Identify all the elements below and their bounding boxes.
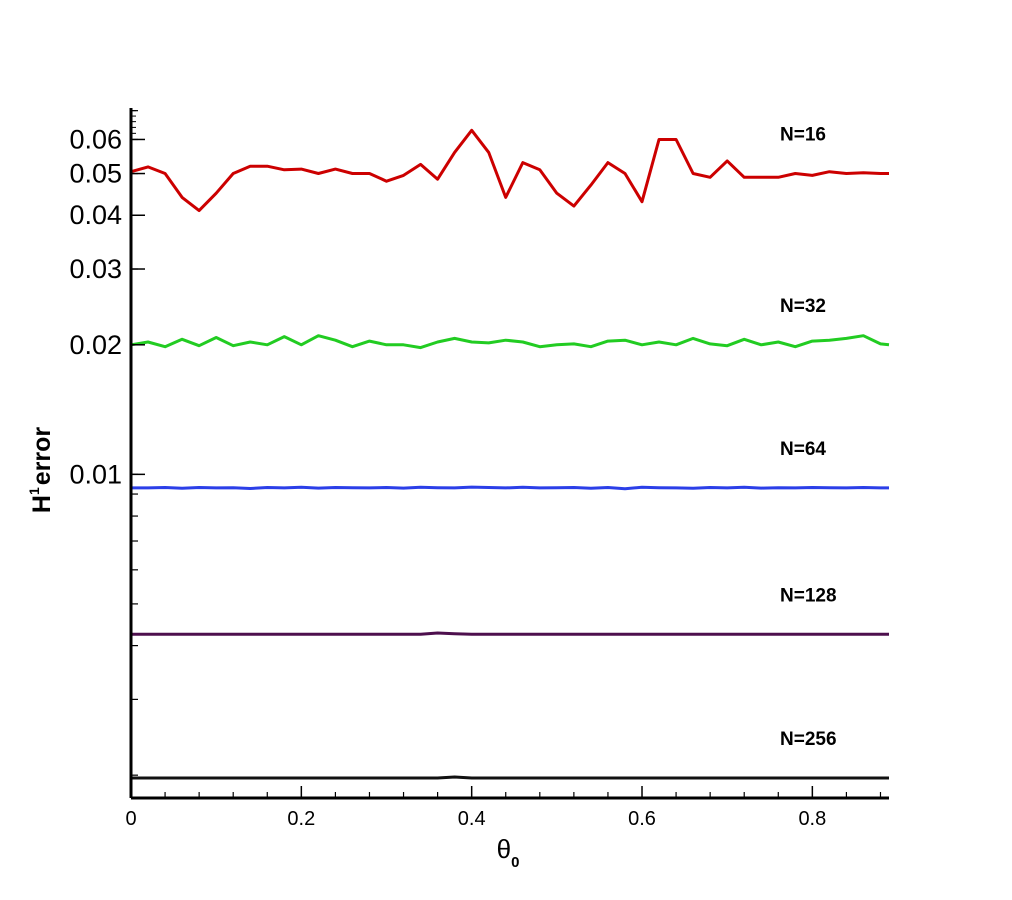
series-label-3: N=64 bbox=[780, 439, 826, 460]
series-label-4: N=128 bbox=[780, 585, 837, 606]
y-tick-label: 0.05 bbox=[69, 159, 122, 189]
x-axis-title-sub: 0 bbox=[511, 854, 519, 871]
y-tick-label: 0.01 bbox=[69, 459, 122, 489]
axis-layer: 0 0.2 0.4 0.6 0.8 0.01 0.02 0.03 0.04 0.05 0.06 bbox=[69, 108, 889, 830]
y-tick-label: 0.02 bbox=[69, 330, 122, 360]
series-line-2 bbox=[130, 334, 890, 350]
x-tick-label: 0.4 bbox=[458, 808, 486, 830]
series-line-1 bbox=[130, 128, 889, 213]
series-layer bbox=[130, 128, 890, 780]
series-line-5 bbox=[131, 775, 889, 780]
x-axis-title-main: θ bbox=[497, 834, 511, 864]
y-axis-title-main: H bbox=[28, 495, 56, 513]
series-label-2: N=32 bbox=[780, 296, 826, 317]
x-tick-label: 0 bbox=[125, 808, 136, 830]
series-line-3 bbox=[131, 485, 889, 491]
series-line-4 bbox=[131, 631, 889, 636]
x-tick-label: 0.2 bbox=[287, 808, 315, 830]
series-label-1: N=16 bbox=[780, 125, 826, 146]
y-tick-label: 0.06 bbox=[69, 124, 122, 154]
y-tick-label: 0.03 bbox=[69, 254, 122, 284]
y-axis-title: H1error bbox=[26, 427, 56, 513]
series-label-5: N=256 bbox=[780, 729, 837, 750]
x-tick-label: 0.8 bbox=[798, 808, 826, 830]
x-tick-label: 0.6 bbox=[628, 808, 656, 830]
svg-text:H1error: H1error bbox=[26, 427, 56, 513]
y-axis-title-rest: error bbox=[28, 427, 56, 486]
y-axis-title-sup: 1 bbox=[26, 487, 42, 495]
series-label-layer: N=16 N=32 N=64 N=128 N=256 bbox=[780, 125, 837, 750]
x-axis-title: θ0 bbox=[497, 834, 520, 871]
y-tick-label: 0.04 bbox=[69, 200, 122, 230]
